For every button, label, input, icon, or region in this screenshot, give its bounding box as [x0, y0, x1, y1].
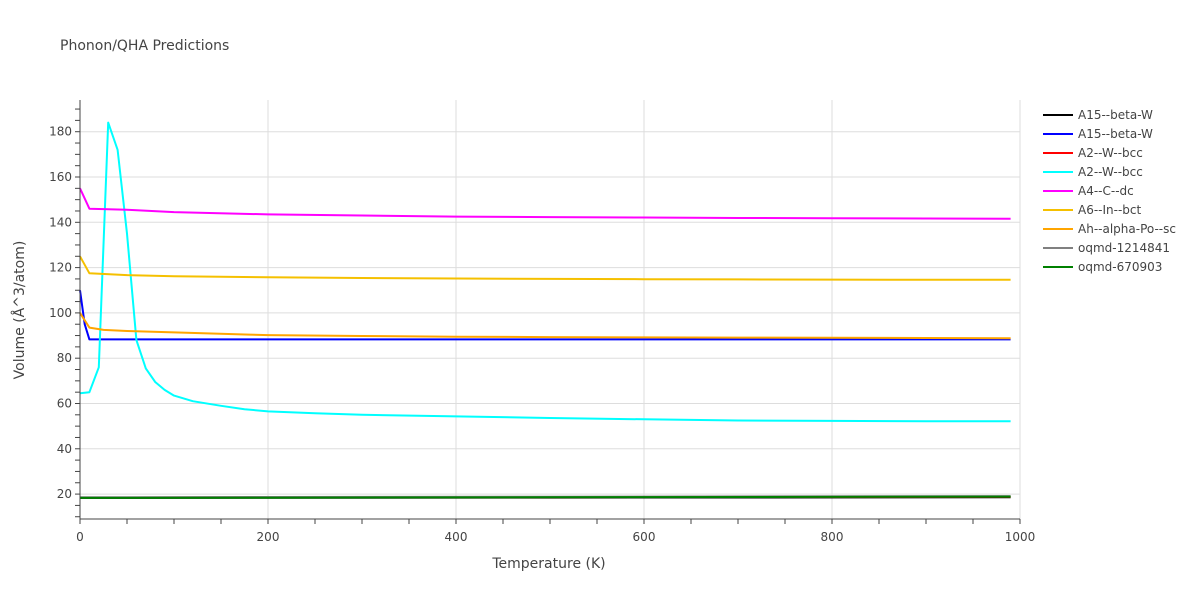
series-line	[79, 312, 1011, 340]
y-tick-label: 120	[49, 261, 72, 275]
y-tick-label: 100	[49, 306, 72, 320]
chart-title: Phonon/QHA Predictions	[60, 38, 229, 54]
legend: A15--beta-W A15--beta-W A2--W--bcc A2--W--b…	[1043, 108, 1176, 274]
y-axis-title: Volume (Å^3/atom)	[11, 241, 28, 380]
series-line	[79, 187, 1011, 220]
legend-label: A15--beta-W	[1078, 108, 1153, 122]
y-tick-label: 20	[57, 487, 72, 501]
y-tick-label: 160	[49, 170, 72, 184]
legend-label: oqmd-670903	[1078, 260, 1162, 274]
y-tick-label: 60	[57, 396, 72, 410]
legend-label: A2--W--bcc	[1078, 165, 1143, 179]
x-tick-label: 800	[821, 530, 844, 544]
x-tick-label: 600	[633, 530, 656, 544]
x-tick-label: 200	[257, 530, 280, 544]
grid	[80, 100, 1021, 519]
plot-area	[79, 121, 1011, 499]
series-line	[79, 290, 1011, 341]
legend-label: A2--W--bcc	[1078, 146, 1143, 160]
x-axis-title: Temperature (K)	[491, 556, 605, 572]
legend-label: Ah--alpha-Po--sc	[1078, 222, 1176, 236]
legend-label: oqmd-1214841	[1078, 241, 1170, 255]
legend-label: A4--C--dc	[1078, 184, 1134, 198]
series-line	[79, 121, 1011, 423]
x-tick-label: 400	[445, 530, 468, 544]
series-line	[79, 255, 1011, 281]
y-tick-label: 140	[49, 215, 72, 229]
legend-label: A15--beta-W	[1078, 127, 1153, 141]
axes: 0 200 400 600 800 1000 20 40 60 80 100 120 140 160 180	[49, 100, 1035, 544]
series-line	[79, 495, 1011, 499]
y-tick-label: 80	[57, 351, 72, 365]
y-tick-label: 40	[57, 442, 72, 456]
x-tick-label: 1000	[1005, 530, 1036, 544]
y-tick-label: 180	[49, 125, 72, 139]
legend-label: A6--In--bct	[1078, 203, 1142, 217]
x-tick-label: 0	[76, 530, 84, 544]
